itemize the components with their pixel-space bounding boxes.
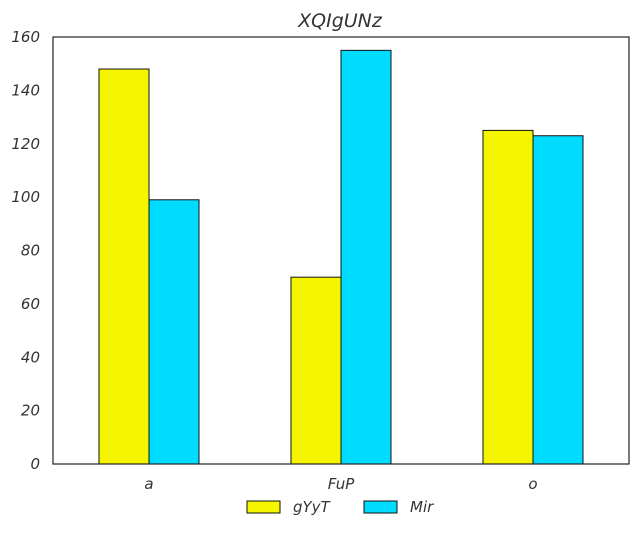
x-axis-ticks: a FuP o	[144, 475, 537, 493]
x-tick-label: FuP	[328, 475, 356, 493]
x-tick-label: a	[144, 475, 153, 493]
bar-gYyT-a	[98, 68, 150, 465]
legend: gYyT Mir	[246, 498, 434, 516]
x-tick-label: o	[528, 475, 537, 493]
bar-gYyT-o	[482, 129, 534, 465]
bar-gYyT-FuP	[290, 276, 342, 465]
legend-swatch-Mir	[363, 500, 398, 514]
legend-label-Mir: Mir	[410, 498, 434, 516]
bar-Mir-o	[532, 135, 584, 465]
y-tick-label: 40	[21, 348, 40, 366]
y-tick-label: 80	[21, 242, 40, 260]
y-tick-label: 120	[11, 135, 40, 153]
bar-Mir-a	[148, 199, 200, 465]
y-tick-label: 160	[11, 28, 40, 46]
bars-layer	[98, 49, 584, 465]
y-tick-label: 140	[11, 81, 40, 99]
legend-label-gYyT: gYyT	[293, 498, 332, 516]
y-tick-label: 60	[21, 295, 40, 313]
y-axis-ticks: 0 20 40 60 80 100 120 140 160	[11, 28, 40, 473]
chart-title: XQIgUNz	[297, 10, 383, 32]
y-tick-label: 20	[21, 402, 40, 420]
y-tick-label: 0	[30, 455, 40, 473]
y-tick-label: 100	[11, 188, 40, 206]
plot-area-frame	[52, 36, 630, 465]
bar-Mir-FuP	[340, 49, 392, 465]
legend-swatch-gYyT	[246, 500, 281, 514]
